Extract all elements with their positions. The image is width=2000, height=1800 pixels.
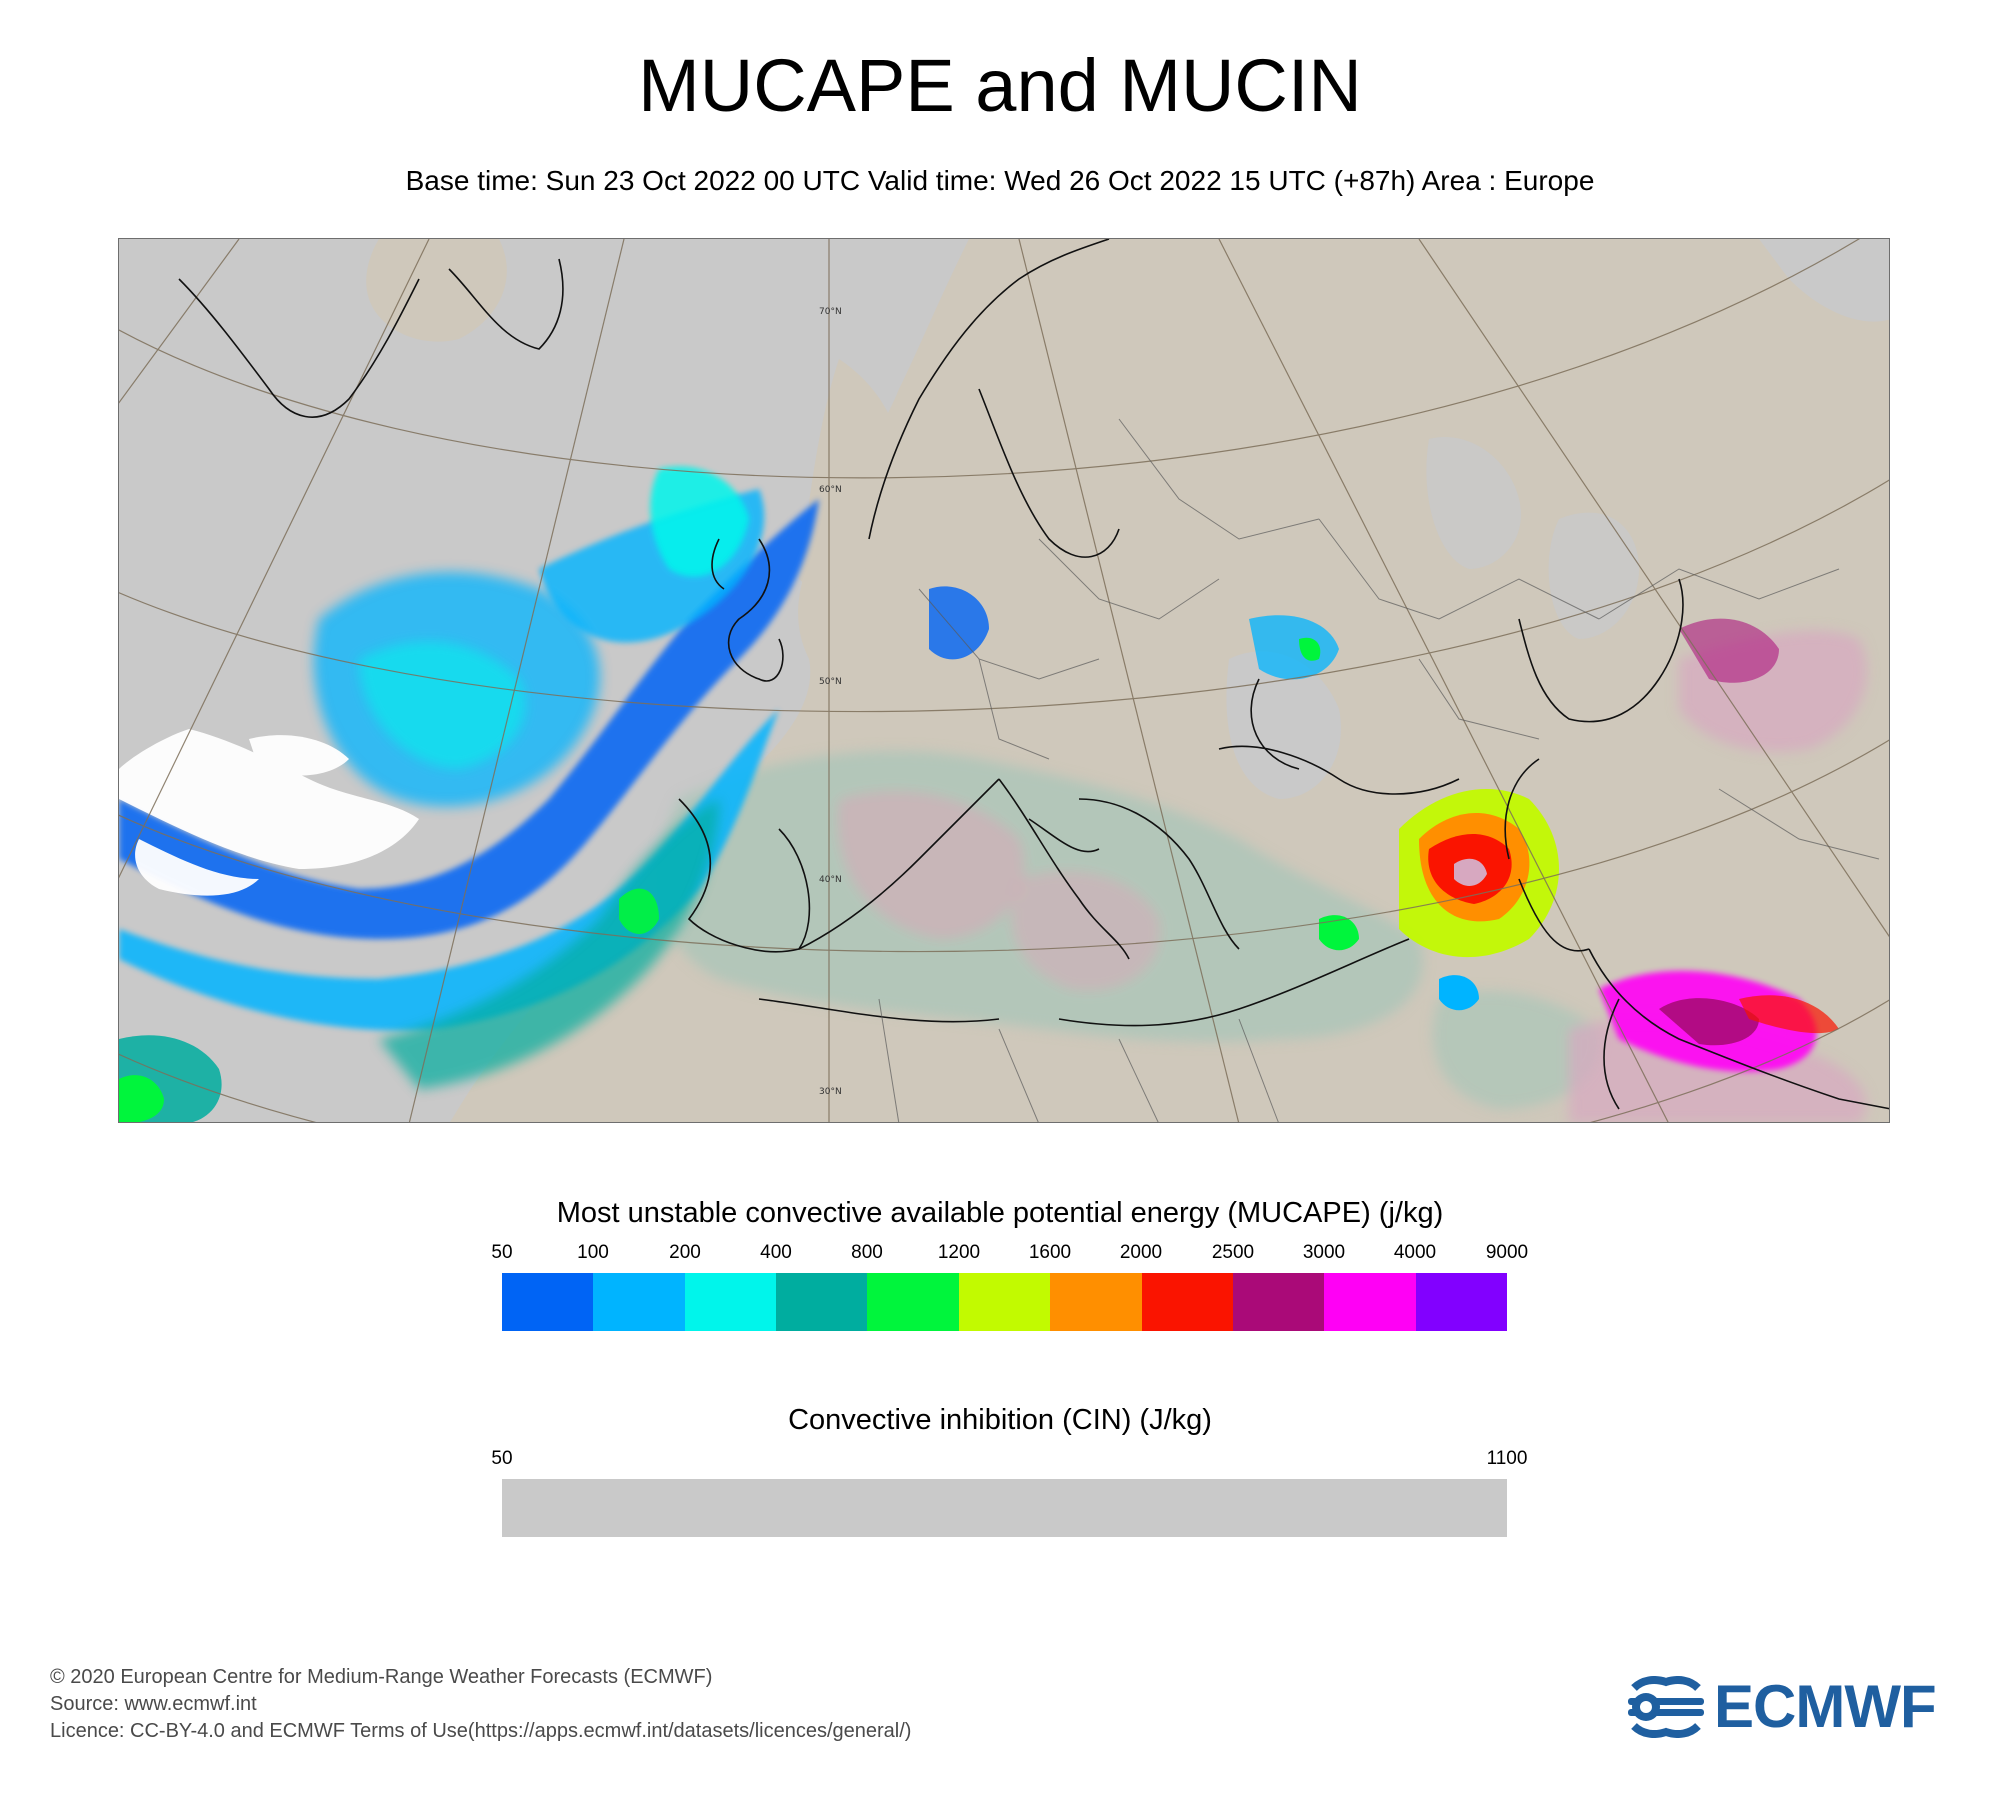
chart-title: MUCAPE and MUCIN <box>638 44 1362 127</box>
mucape-tick: 100 <box>577 1242 609 1263</box>
source-line: Source: www.ecmwf.int <box>50 1693 257 1715</box>
mucape-tick: 400 <box>760 1242 792 1263</box>
licence-line: Licence: CC-BY-4.0 and ECMWF Terms of Us… <box>50 1720 912 1742</box>
map-canvas: 70°N 60°N 50°N 40°N 30°N <box>119 239 1889 1122</box>
mucape-tick: 9000 <box>1485 1242 1529 1263</box>
footer-credits: © 2020 European Centre for Medium-Range … <box>50 1664 911 1745</box>
mucape-tick: 4000 <box>1393 1242 1437 1263</box>
mucape-swatch <box>593 1273 685 1331</box>
mucape-swatch <box>502 1273 594 1331</box>
ecmwf-logo: ECMWF <box>1624 1672 1962 1742</box>
mucape-tick: 2000 <box>1119 1242 1163 1263</box>
mucape-legend-title: Most unstable convective available poten… <box>556 1197 1444 1229</box>
mucape-tick: 50 <box>491 1242 513 1263</box>
ecmwf-logo-text: ECMWF <box>1714 1673 1937 1740</box>
chart-subtitle: Base time: Sun 23 Oct 2022 00 UTC Valid … <box>405 165 1595 196</box>
mucape-swatch <box>1324 1273 1416 1331</box>
parallel-label-30: 30°N <box>819 1087 842 1097</box>
mucape-tick: 1200 <box>937 1242 981 1263</box>
mucape-colorbar <box>502 1273 1507 1331</box>
parallel-label-70: 70°N <box>819 307 842 317</box>
mucape-swatch <box>1050 1273 1142 1331</box>
cin-legend-title: Convective inhibition (CIN) (J/kg) <box>788 1404 1212 1436</box>
mucape-swatch <box>867 1273 959 1331</box>
mucape-tick: 200 <box>669 1242 701 1263</box>
cin-colorbar <box>502 1479 1507 1537</box>
mucape-swatch <box>1141 1273 1233 1331</box>
graticule-labels: 70°N 60°N 50°N 40°N 30°N <box>819 307 842 1097</box>
parallel-label-40: 40°N <box>819 875 842 885</box>
mucape-tick: 3000 <box>1302 1242 1346 1263</box>
mucape-swatch <box>1232 1273 1325 1331</box>
parallel-label-60: 60°N <box>819 485 842 495</box>
cape-translucent <box>658 630 1867 1122</box>
mucape-swatch <box>776 1273 868 1331</box>
coastlines <box>178 239 1889 1110</box>
mucape-tick: 1600 <box>1028 1242 1072 1263</box>
graticule <box>119 239 1889 1122</box>
copyright-line: © 2020 European Centre for Medium-Range … <box>50 1666 713 1688</box>
forecast-map: 70°N 60°N 50°N 40°N 30°N <box>118 238 1890 1123</box>
mucape-swatch <box>1415 1273 1507 1331</box>
cin-white <box>119 729 419 896</box>
cin-tick-max: 1100 <box>1486 1448 1528 1469</box>
country-borders <box>878 418 1880 1122</box>
parallel-label-50: 50°N <box>819 677 842 687</box>
mucape-tick: 2500 <box>1211 1242 1255 1263</box>
ecmwf-logo-icon <box>1628 1676 1704 1738</box>
cin-tick-min: 50 <box>491 1448 513 1469</box>
mucape-tick: 800 <box>851 1242 883 1263</box>
mucape-swatch <box>684 1273 777 1331</box>
mucape-swatch <box>958 1273 1051 1331</box>
